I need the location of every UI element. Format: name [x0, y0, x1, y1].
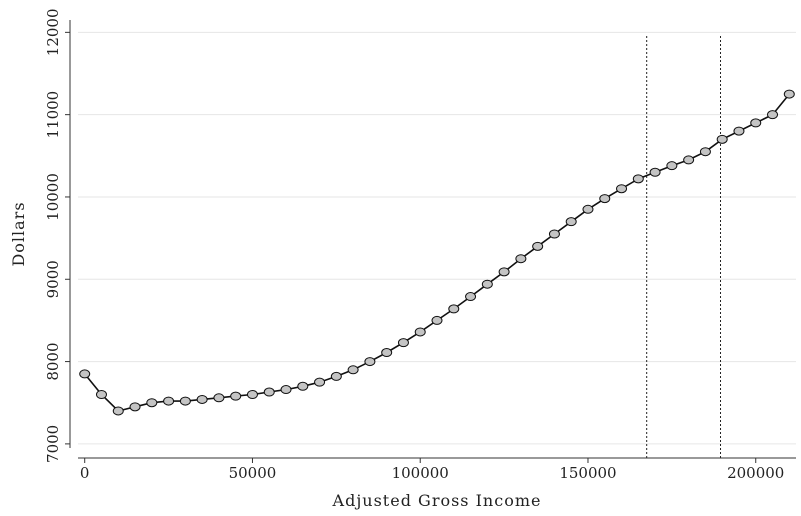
data-point-31	[599, 194, 611, 204]
data-point-10	[246, 390, 258, 399]
data-point-24	[481, 279, 493, 289]
data-point-29	[565, 217, 577, 227]
x-tick-label-4: 200000	[727, 464, 784, 482]
data-point-36	[683, 155, 695, 165]
data-point-38	[716, 134, 728, 144]
data-point-1	[95, 390, 107, 399]
data-point-32	[616, 184, 628, 194]
data-point-35	[666, 161, 678, 171]
data-point-22	[448, 304, 460, 314]
x-tick-label-2: 100000	[392, 464, 449, 482]
data-point-3	[129, 402, 141, 412]
data-point-15	[330, 371, 342, 381]
data-point-4	[146, 398, 158, 408]
y-tick-label-5: 12000	[44, 8, 62, 56]
data-point-8	[213, 393, 225, 403]
series-group	[79, 89, 795, 416]
data-point-0	[79, 369, 91, 379]
data-point-21	[431, 315, 443, 325]
data-point-23	[465, 292, 477, 302]
data-point-16	[347, 365, 359, 375]
data-point-33	[632, 174, 644, 184]
y-tick-label-2: 9000	[44, 260, 62, 298]
data-point-6	[179, 396, 191, 406]
data-point-34	[649, 167, 661, 177]
data-point-20	[414, 327, 426, 337]
data-point-39	[733, 126, 745, 136]
y-tick-label-3: 10000	[44, 173, 62, 221]
axes	[65, 20, 796, 463]
data-point-18	[381, 348, 393, 358]
data-point-12	[280, 385, 292, 395]
data-point-30	[582, 204, 594, 214]
data-point-40	[750, 118, 762, 128]
data-point-25	[498, 267, 510, 277]
gridlines	[78, 31, 796, 445]
data-point-28	[548, 229, 560, 239]
data-point-27	[532, 241, 544, 251]
y-tick-label-4: 11000	[44, 91, 62, 139]
data-point-17	[364, 357, 376, 367]
data-point-13	[297, 381, 309, 391]
reference-lines	[646, 36, 722, 458]
y-tick-label-0: 7000	[44, 425, 62, 463]
data-point-19	[397, 338, 409, 348]
y-axis-title: Dollars	[9, 201, 28, 266]
series-line-0	[84, 93, 790, 412]
data-point-14	[314, 377, 326, 387]
y-tick-label-1: 8000	[44, 342, 62, 380]
x-tick-label-1: 50000	[229, 464, 277, 482]
x-tick-label-3: 150000	[559, 464, 616, 482]
x-axis-title: Adjusted Gross Income	[332, 491, 542, 510]
data-point-42	[783, 89, 795, 99]
tick-labels: 0 50000 100000 150000 200000 7000 8000 9000 1000…	[44, 8, 784, 482]
data-point-5	[163, 396, 175, 406]
data-point-11	[263, 387, 275, 397]
data-point-7	[196, 394, 208, 404]
data-point-9	[230, 391, 242, 401]
data-point-2	[112, 406, 124, 416]
data-point-41	[767, 110, 779, 120]
x-tick-label-0: 0	[80, 464, 90, 482]
data-point-37	[699, 147, 711, 157]
data-point-26	[515, 254, 527, 264]
